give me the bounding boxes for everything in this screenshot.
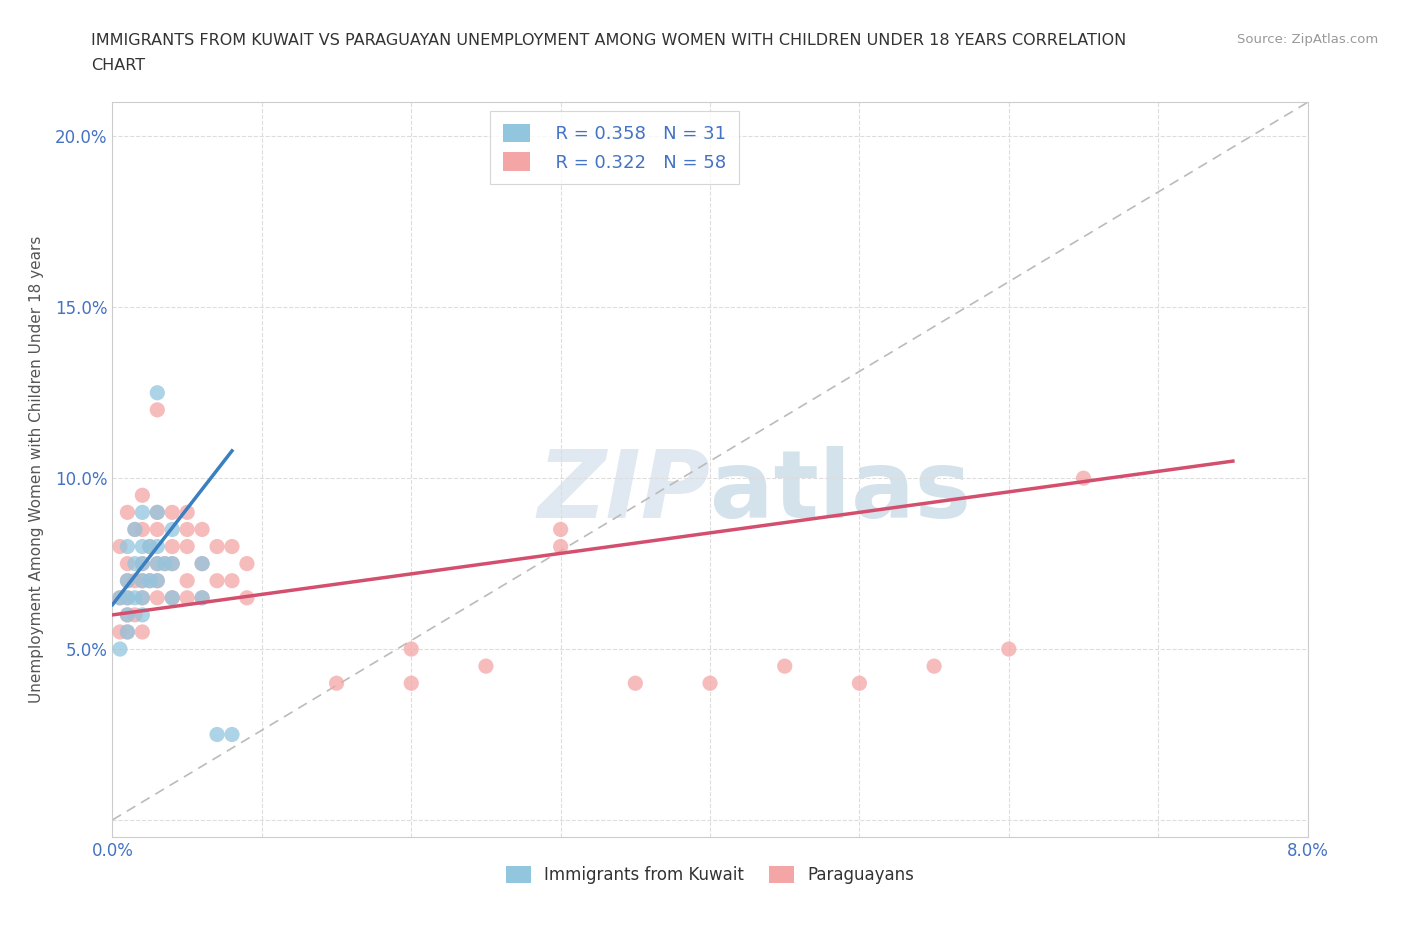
Point (108, 642, 131, 657)
Point (146, 505, 169, 520)
Point (205, 573, 228, 588)
Point (124, 607, 146, 622)
Point (176, 573, 198, 588)
Point (176, 591, 198, 605)
Point (162, 591, 183, 605)
Point (624, 676, 647, 691)
Point (699, 676, 721, 691)
Point (108, 625, 131, 640)
Point (146, 385, 169, 400)
Point (162, 556, 183, 571)
Point (117, 539, 139, 554)
Point (205, 539, 228, 554)
Point (475, 658, 498, 673)
Point (108, 591, 131, 605)
Point (131, 522, 153, 537)
Text: IMMIGRANTS FROM KUWAIT VS PARAGUAYAN UNEMPLOYMENT AMONG WOMEN WITH CHILDREN UNDE: IMMIGRANTS FROM KUWAIT VS PARAGUAYAN UNE… (91, 33, 1126, 47)
Point (117, 573, 139, 588)
Point (131, 573, 153, 588)
Point (848, 676, 870, 691)
Point (191, 556, 214, 571)
Point (146, 403, 169, 418)
Point (550, 522, 572, 537)
Point (146, 591, 169, 605)
Point (191, 591, 214, 605)
Point (146, 539, 169, 554)
Point (124, 556, 146, 571)
Point (236, 591, 259, 605)
Point (117, 625, 139, 640)
Point (773, 658, 796, 673)
Point (176, 522, 198, 537)
Point (131, 556, 153, 571)
Point (162, 591, 183, 605)
Point (117, 607, 139, 622)
Point (117, 607, 139, 622)
Point (1073, 471, 1095, 485)
Y-axis label: Unemployment Among Women with Children Under 18 years: Unemployment Among Women with Children U… (30, 236, 44, 703)
Text: CHART: CHART (91, 58, 145, 73)
Point (191, 556, 214, 571)
Point (162, 556, 183, 571)
Point (117, 573, 139, 588)
Point (401, 676, 423, 691)
Point (117, 556, 139, 571)
Point (205, 727, 228, 742)
Point (146, 522, 169, 537)
Point (131, 591, 153, 605)
Point (117, 505, 139, 520)
Point (117, 591, 139, 605)
Point (131, 505, 153, 520)
Point (146, 556, 169, 571)
Point (221, 727, 243, 742)
Point (146, 556, 169, 571)
Point (325, 676, 347, 691)
Point (124, 522, 146, 537)
Point (221, 539, 243, 554)
Point (191, 591, 214, 605)
Point (146, 573, 169, 588)
Point (131, 607, 153, 622)
Point (998, 642, 1021, 657)
Point (139, 573, 162, 588)
Point (146, 573, 169, 588)
Point (153, 556, 176, 571)
Point (117, 625, 139, 640)
Point (401, 642, 423, 657)
Point (124, 522, 146, 537)
Point (131, 625, 153, 640)
Point (108, 591, 131, 605)
Point (236, 556, 259, 571)
Text: ZIP: ZIP (537, 445, 710, 538)
Point (162, 539, 183, 554)
Point (153, 556, 176, 571)
Point (162, 505, 183, 520)
Point (124, 591, 146, 605)
Point (176, 539, 198, 554)
Point (139, 573, 162, 588)
Point (139, 539, 162, 554)
Point (146, 505, 169, 520)
Point (108, 539, 131, 554)
Point (131, 488, 153, 503)
Point (221, 573, 243, 588)
Point (131, 539, 153, 554)
Point (131, 573, 153, 588)
Text: atlas: atlas (710, 445, 972, 538)
Point (131, 556, 153, 571)
Text: Source: ZipAtlas.com: Source: ZipAtlas.com (1237, 33, 1378, 46)
Point (117, 591, 139, 605)
Point (162, 522, 183, 537)
Point (922, 658, 945, 673)
Point (139, 539, 162, 554)
Point (550, 539, 572, 554)
Point (176, 505, 198, 520)
Point (131, 591, 153, 605)
Point (124, 573, 146, 588)
Legend: Immigrants from Kuwait, Paraguayans: Immigrants from Kuwait, Paraguayans (499, 859, 921, 891)
Point (191, 522, 214, 537)
